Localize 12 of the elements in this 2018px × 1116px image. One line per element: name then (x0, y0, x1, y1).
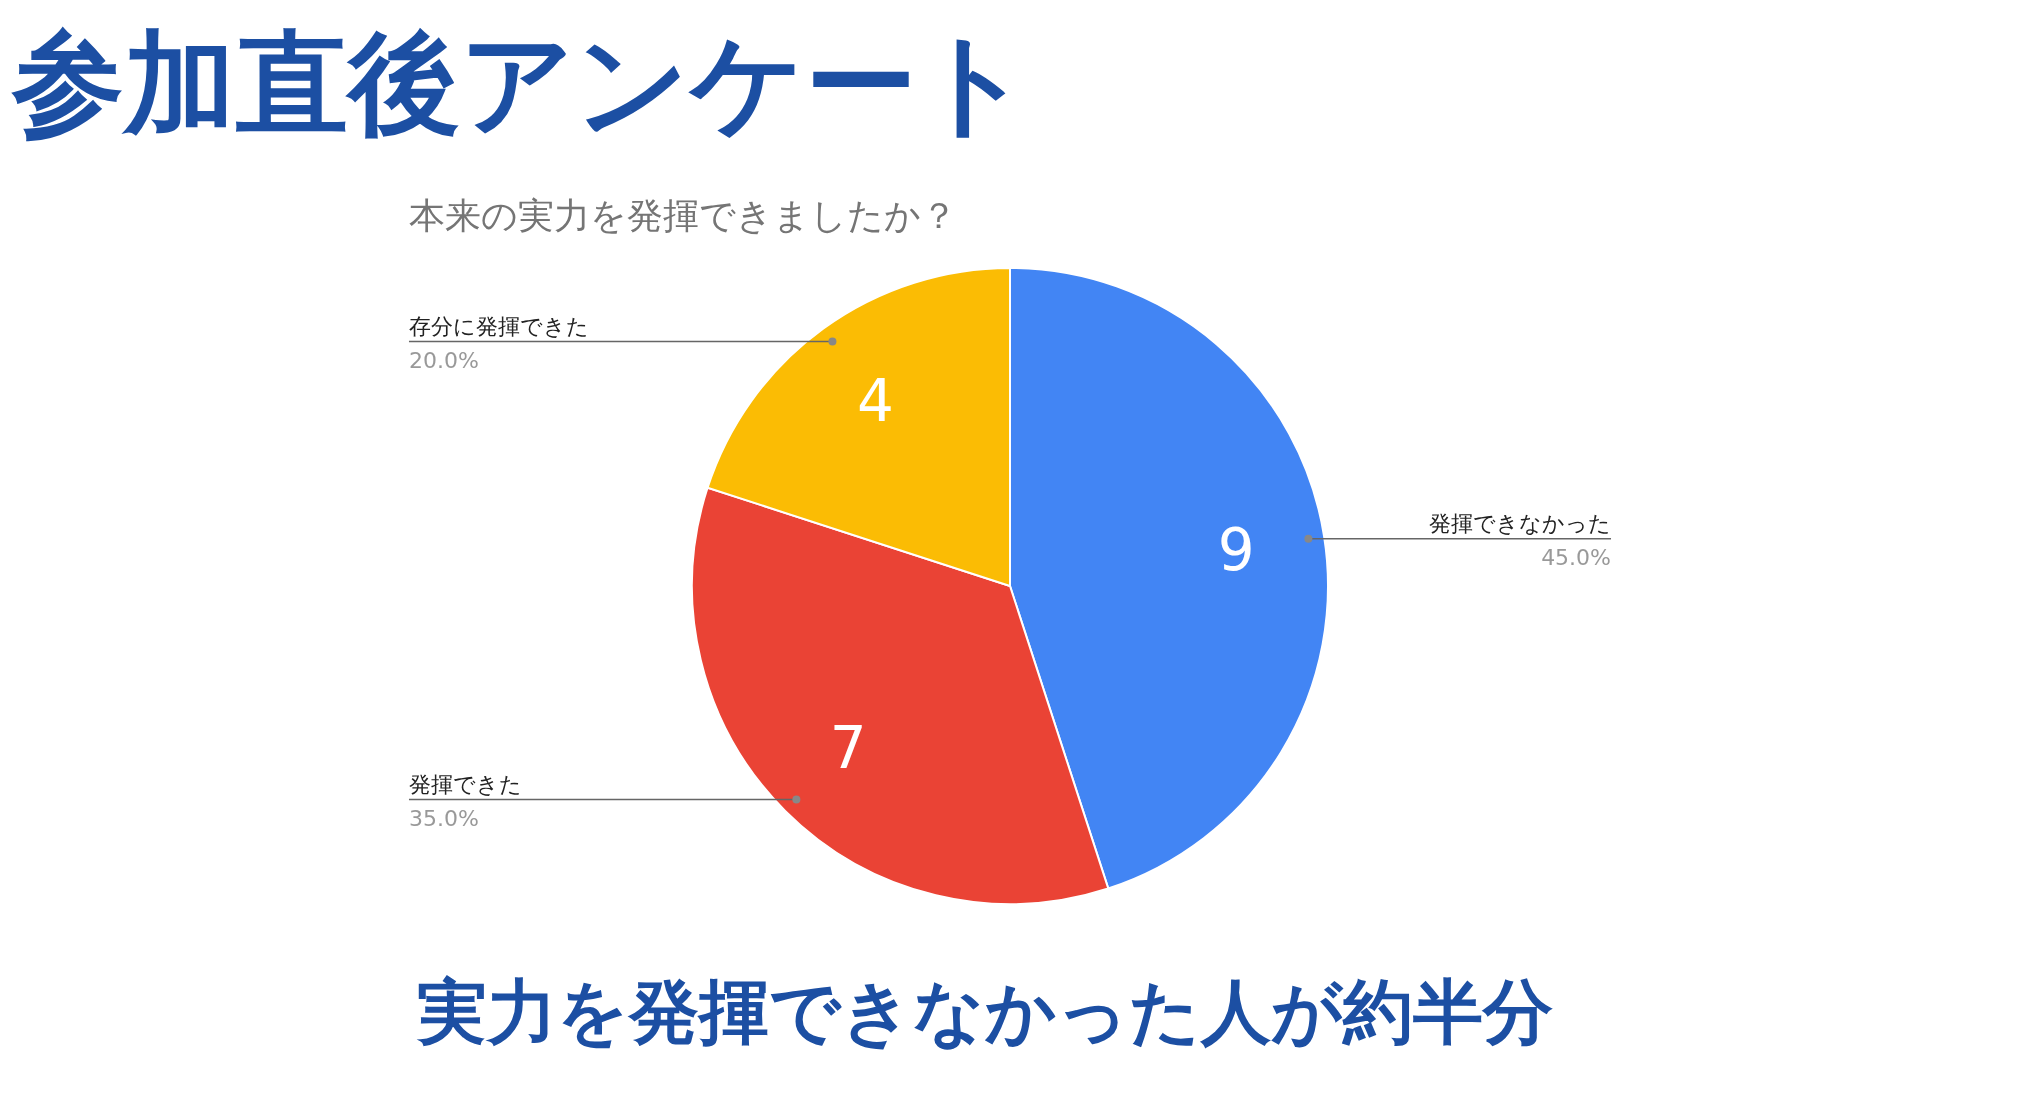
text: 7 (829, 713, 867, 782)
chart-subtitle: 本来の実力を発揮できましたか？ (409, 195, 957, 236)
slice-label: 発揮できた (408, 771, 522, 797)
text: 9 (1217, 516, 1255, 585)
data-label: 20.0% (408, 347, 479, 373)
data-label: 45.0% (1541, 544, 1612, 570)
text: 4 (856, 366, 894, 435)
chart-title: 参加直後アンケート (11, 18, 1032, 148)
text: 実力を発揮できなかった人が約半分 (416, 971, 1553, 1053)
slice-label: 発揮できなかった (1429, 510, 1612, 536)
slice-label: 存分に発揮できた (408, 313, 589, 339)
data-label: 35.0% (408, 805, 479, 831)
